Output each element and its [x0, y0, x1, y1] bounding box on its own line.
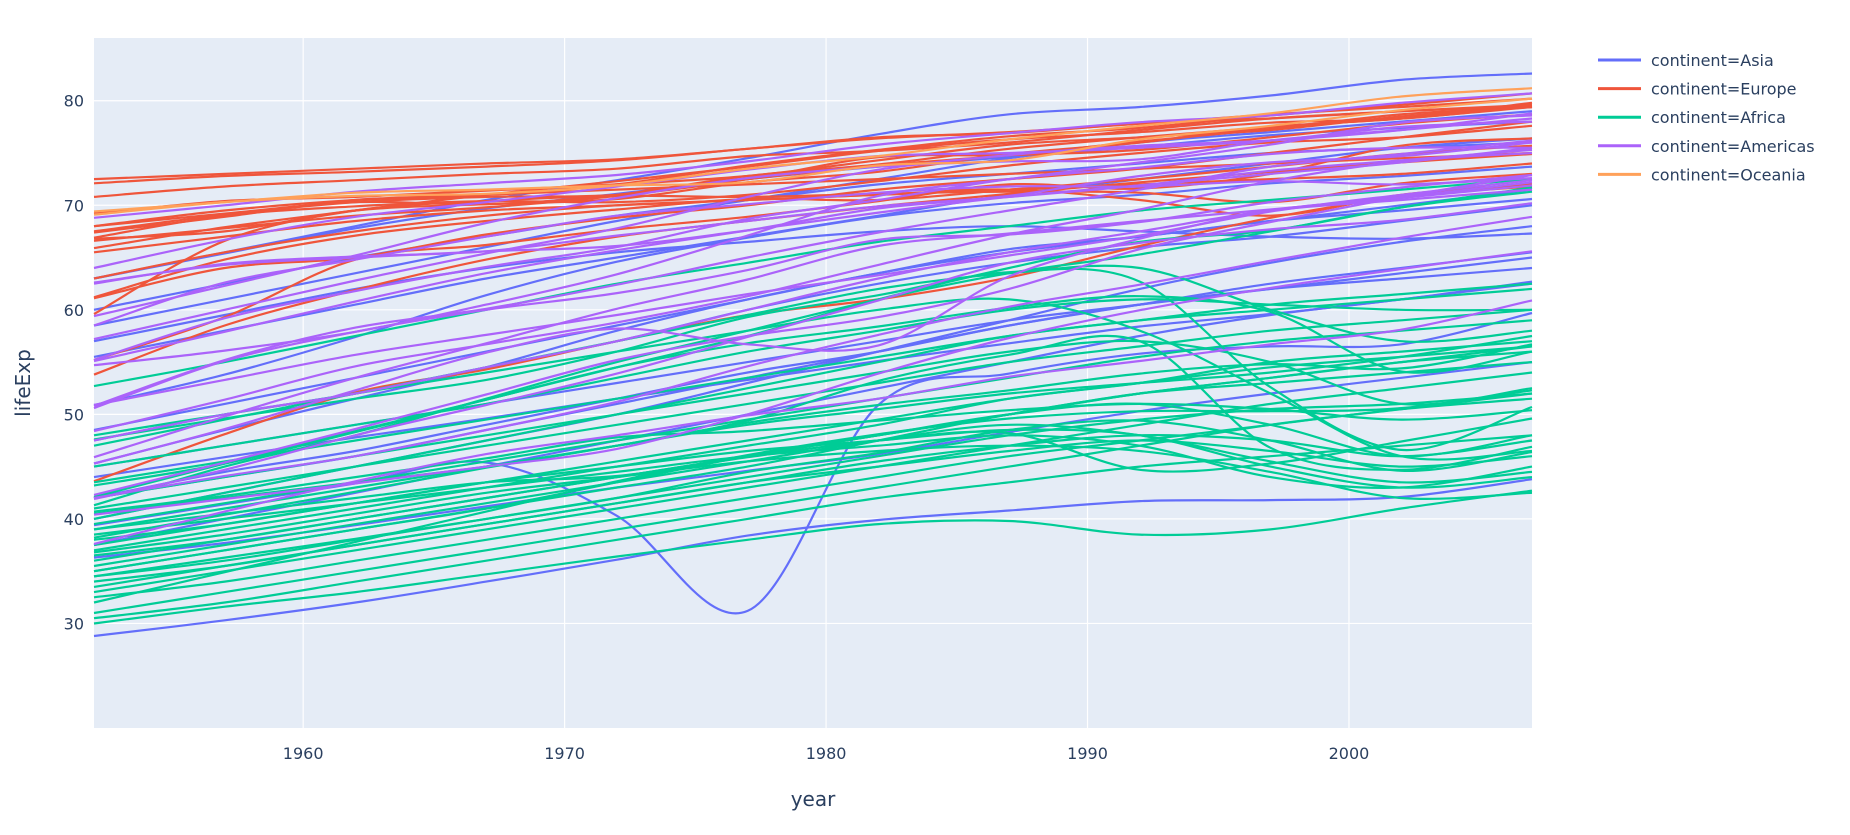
series-line[interactable] — [93, 87, 1533, 216]
series-line[interactable] — [93, 141, 1533, 363]
series-line[interactable] — [93, 392, 1533, 578]
series-line[interactable] — [93, 345, 1533, 573]
series-line[interactable] — [93, 478, 1533, 638]
series-line[interactable] — [93, 419, 1533, 578]
series-group — [93, 178, 1533, 625]
y-tick-label: 80 — [64, 92, 84, 111]
series-line[interactable] — [93, 439, 1533, 583]
series-line[interactable] — [93, 72, 1533, 280]
legend-item[interactable]: continent=Oceania — [1598, 165, 1806, 184]
series-line[interactable] — [93, 361, 1533, 557]
x-axis-title: year — [791, 787, 836, 811]
series-line[interactable] — [93, 299, 1533, 546]
series-line[interactable] — [93, 188, 1533, 442]
x-tick-label: 1990 — [1067, 744, 1108, 763]
y-tick-label: 30 — [64, 614, 84, 633]
x-tick-label: 1980 — [806, 744, 847, 763]
legend-label: continent=Oceania — [1651, 165, 1806, 184]
legend-item[interactable]: continent=Africa — [1598, 108, 1786, 127]
series-line[interactable] — [93, 151, 1533, 433]
series-line[interactable] — [93, 177, 1533, 327]
series-line[interactable] — [93, 139, 1533, 408]
legend[interactable]: continent=Asia continent=Europe continent=… — [1598, 51, 1815, 184]
series-line[interactable] — [93, 267, 1533, 452]
y-tick-label: 60 — [64, 301, 84, 320]
series-line[interactable] — [93, 434, 1533, 536]
series-line[interactable] — [93, 146, 1533, 362]
legend-item[interactable]: continent=Asia — [1598, 51, 1774, 70]
series-lines — [93, 72, 1533, 638]
tick-labels: 1960 1970 1980 1990 2000 30 40 50 60 70 80 — [64, 92, 1370, 763]
x-tick-label: 1970 — [544, 744, 585, 763]
y-tick-label: 50 — [64, 405, 84, 424]
series-line[interactable] — [93, 417, 1533, 531]
series-line[interactable] — [93, 178, 1533, 388]
legend-label: continent=Asia — [1651, 51, 1774, 70]
series-line[interactable] — [93, 225, 1533, 343]
series-line[interactable] — [93, 389, 1533, 604]
x-tick-label: 2000 — [1329, 744, 1370, 763]
legend-label: continent=Europe — [1651, 80, 1797, 99]
series-line[interactable] — [93, 343, 1533, 539]
legend-label: continent=Africa — [1651, 108, 1786, 127]
series-line[interactable] — [93, 434, 1533, 620]
series-group — [93, 92, 1533, 546]
series-line[interactable] — [93, 202, 1533, 501]
series-line[interactable] — [93, 97, 1533, 213]
series-line[interactable] — [93, 104, 1533, 250]
y-tick-label: 70 — [64, 196, 84, 215]
series-line[interactable] — [93, 215, 1533, 500]
series-line[interactable] — [93, 173, 1533, 410]
y-axis-title: lifeExp — [11, 349, 35, 417]
legend-item[interactable]: continent=Americas — [1598, 137, 1815, 156]
series-line[interactable] — [93, 298, 1533, 468]
series-line[interactable] — [93, 110, 1533, 327]
series-line[interactable] — [93, 113, 1533, 242]
series-line[interactable] — [93, 397, 1533, 599]
legend-label: continent=Americas — [1651, 137, 1815, 156]
y-tick-label: 40 — [64, 510, 84, 529]
legend-item[interactable]: continent=Europe — [1598, 80, 1797, 99]
series-line[interactable] — [93, 173, 1533, 496]
series-line[interactable] — [93, 340, 1533, 552]
series-group — [93, 87, 1533, 216]
series-line[interactable] — [93, 334, 1533, 531]
series-line[interactable] — [93, 287, 1533, 484]
x-tick-label: 1960 — [283, 744, 324, 763]
series-line[interactable] — [93, 444, 1533, 554]
series-line[interactable] — [93, 489, 1533, 625]
series-line[interactable] — [93, 146, 1533, 284]
